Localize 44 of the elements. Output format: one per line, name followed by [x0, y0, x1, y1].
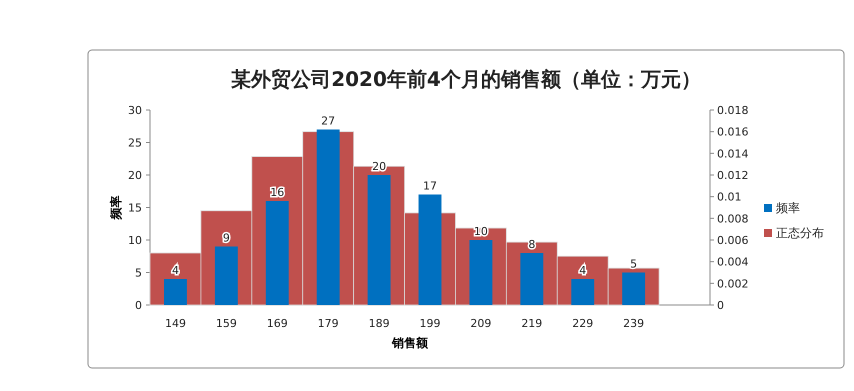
y-tick-label: 5 [135, 266, 142, 280]
chart-title: 某外贸公司2020年前4个月的销售额（单位：万元） [230, 67, 701, 91]
data-label: 4 [172, 264, 179, 277]
x-tick-label: 209 [470, 317, 492, 330]
legend-label: 正态分布 [776, 226, 824, 240]
y2-tick-label: 0 [717, 299, 724, 312]
y-tick-label: 30 [128, 104, 142, 117]
y2-tick-label: 0.012 [717, 169, 748, 182]
y2-tick-label: 0.004 [717, 256, 748, 269]
y2-tick-label: 0.014 [717, 147, 748, 160]
data-label: 27 [321, 114, 336, 128]
y-tick-label: 10 [128, 234, 142, 247]
data-label: 9 [222, 232, 230, 244]
data-label: 16 [270, 186, 284, 199]
x-tick-label: 189 [368, 317, 390, 330]
bar [164, 279, 187, 305]
y2-tick-label: 0.018 [717, 104, 748, 117]
y2-tick-label: 0.006 [717, 234, 748, 247]
y-tick-label: 15 [128, 202, 142, 214]
x-tick-label: 179 [318, 317, 339, 330]
bar [266, 201, 289, 305]
y-tick-label: 20 [128, 169, 142, 182]
legend-label: 频率 [776, 201, 800, 215]
bar [214, 246, 238, 305]
x-tick-label: 149 [164, 317, 186, 330]
y-tick-label: 25 [128, 136, 142, 150]
x-tick-label: 239 [623, 317, 644, 330]
y-axis-title: 频率 [109, 196, 123, 220]
bar [571, 279, 594, 305]
y2-tick-label: 0.008 [717, 212, 748, 226]
data-label: 5 [630, 258, 638, 270]
y2-tick-label: 0.01 [717, 190, 742, 204]
x-tick-label: 229 [572, 317, 594, 330]
y2-tick-label: 0.002 [717, 277, 748, 290]
data-label: 17 [423, 180, 437, 192]
x-tick-label: 199 [420, 317, 440, 330]
data-label: 4 [579, 264, 586, 277]
x-tick-label: 219 [521, 317, 542, 330]
y2-tick-label: 0.016 [717, 126, 748, 139]
x-axis-title: 销售额 [391, 336, 429, 350]
x-tick-label: 159 [216, 317, 237, 330]
x-tick-label: 169 [266, 317, 288, 330]
y-tick-label: 0 [135, 299, 142, 312]
data-label: 10 [474, 225, 488, 238]
